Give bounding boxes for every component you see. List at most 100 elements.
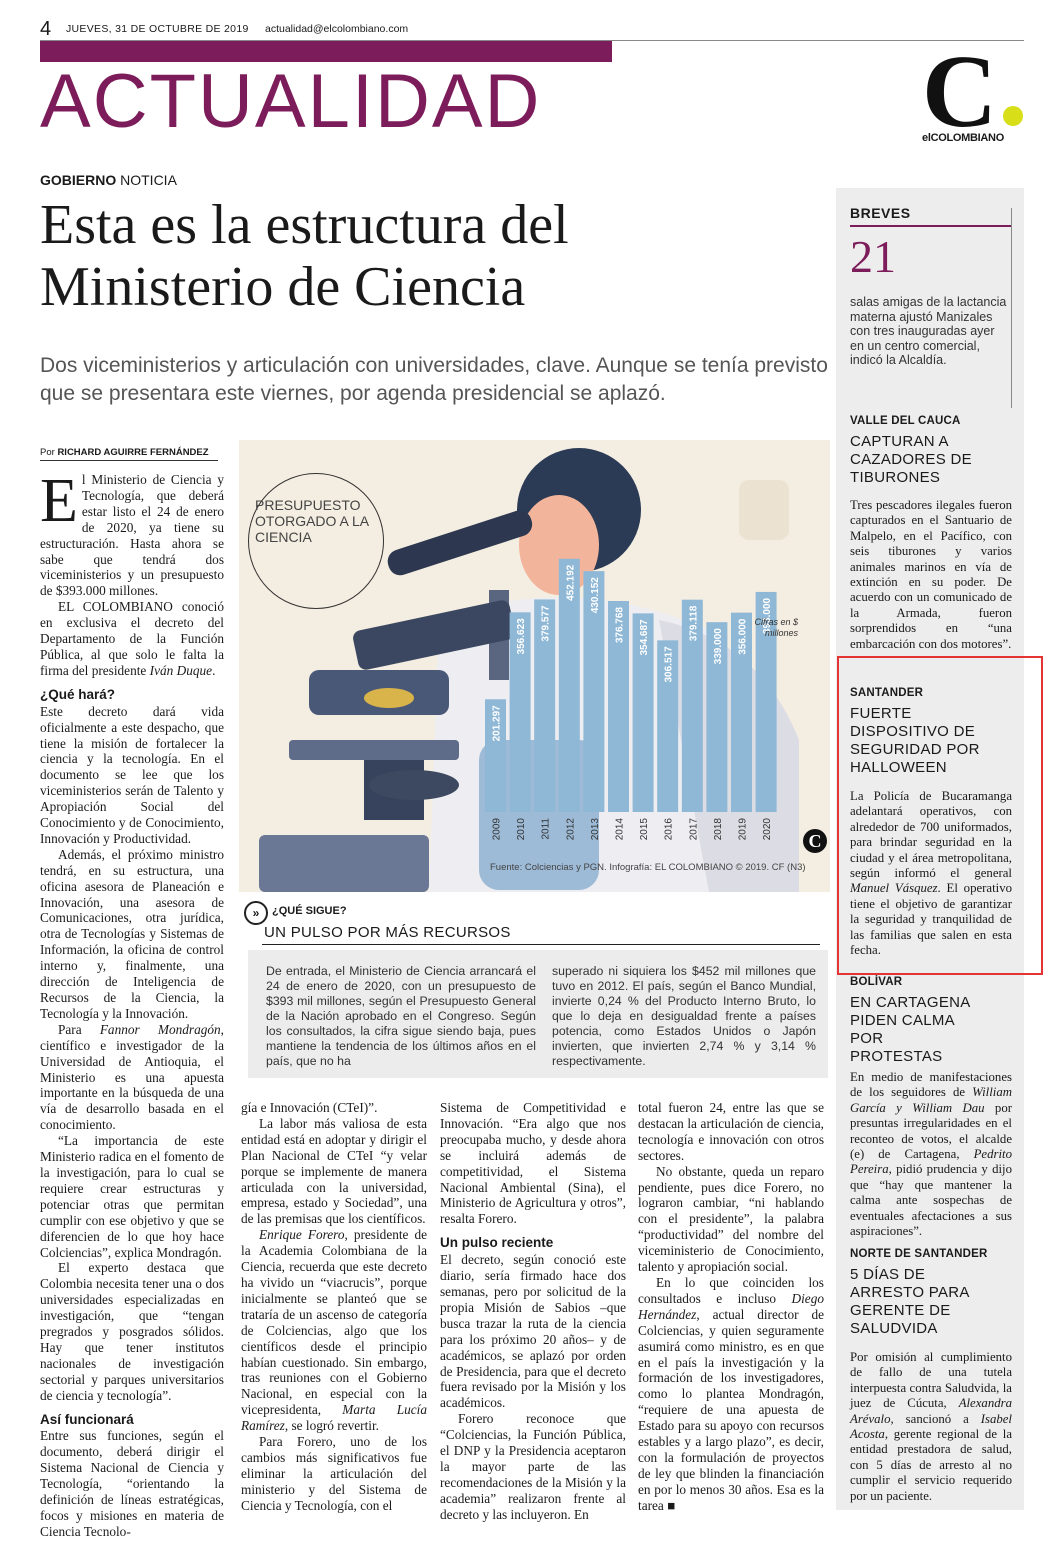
- text-run: , sancionó a: [890, 1411, 981, 1426]
- headline-line-1: Esta es la estructura del: [40, 194, 569, 256]
- text-run: , pidió prudencia y dijo que “hay que ma…: [850, 1162, 1012, 1239]
- paragraph: Además, el próximo ministro tendrá, en s…: [40, 846, 224, 1021]
- bar-2020: [755, 591, 777, 812]
- bar-2013: [583, 571, 605, 812]
- brief-santander: SANTANDER FUERTE DISPOSITIVO DE SEGURIDA…: [850, 687, 1012, 958]
- text-run: .: [212, 662, 216, 678]
- breves-number-text: salas amigas de la lactancia materna aju…: [850, 295, 1007, 367]
- que-sigue-column-2: superado ni siquiera los $452 mil millon…: [552, 964, 816, 1068]
- paragraph: El decreto, según conoció este diario, s…: [440, 1252, 626, 1411]
- person-name: William García y William Dau: [850, 1085, 1012, 1115]
- article-column-4: total fueron 24, entre las que se destac…: [638, 1100, 824, 1514]
- header-email[interactable]: actualidad@elcolombiano.com: [265, 23, 409, 35]
- brief-norte-de-santander: NORTE DE SANTANDER 5 DÍAS DE ARRESTO PAR…: [850, 1248, 1012, 1504]
- text-run: En lo que coinciden los consultados e in…: [638, 1274, 824, 1306]
- que-sigue-column-1: De entrada, el Ministerio de Ciencia arr…: [266, 964, 536, 1068]
- paragraph: Forero reconoce que “Colciencias, la Fun…: [440, 1411, 626, 1522]
- value-label-2012: 452.192: [565, 564, 576, 601]
- person-name: Isabel Acosta: [850, 1411, 1012, 1442]
- person-name: Enrique Forero: [259, 1227, 345, 1243]
- paragraph: Entre sus funciones, según el documento,…: [40, 1428, 224, 1539]
- text-run: , gerente regional de la entidad prestad…: [850, 1427, 1012, 1503]
- text-run: . El operativo tiene el objetivo de gara…: [850, 881, 1012, 958]
- brief-bolivar: BOLÍVAR EN CARTAGENA PIDEN CALMA POR PRO…: [850, 976, 1012, 1239]
- text-run: por presuntas irregularidades en el reco…: [850, 1100, 1012, 1162]
- value-label-2019: 356.000: [738, 618, 749, 655]
- person-name: Manuel Vásquez: [850, 881, 938, 896]
- paragraph: l Ministerio de Ciencia y Tecnología, qu…: [40, 472, 224, 599]
- paragraph: No obstante, queda un reparo pendiente, …: [638, 1163, 824, 1275]
- year-label-2010: 2010: [516, 818, 527, 841]
- header-rule: [40, 40, 1024, 41]
- logo-badge-icon: C: [803, 829, 827, 853]
- budget-chart: 201.297 356.623 379.577 452.192 430.152 376.7…: [259, 448, 799, 892]
- year-label-2014: 2014: [615, 818, 626, 841]
- value-label-2010: 356.623: [516, 618, 527, 655]
- text-run: , presidente de la Academia Colombiana d…: [241, 1227, 427, 1418]
- article-column-2: gía e Innovación (CTeI)”. La labor más v…: [241, 1100, 427, 1514]
- article-column-1: E l Ministerio de Ciencia y Tecnología, …: [40, 467, 224, 1540]
- section-color-bar: [40, 41, 612, 62]
- value-label-2017: 379.118: [688, 605, 699, 641]
- bar-2016: [657, 640, 679, 812]
- person-name: Alexandra Arévalo: [850, 1396, 1012, 1426]
- year-label-2020: 2020: [762, 818, 773, 841]
- text-run: , se logró revertir.: [284, 1418, 379, 1434]
- byline-rule: [40, 460, 218, 461]
- page-number: 4: [40, 18, 52, 40]
- person-name: Pedrito Pereira: [850, 1147, 1012, 1177]
- bar-2017: [681, 599, 703, 812]
- paragraph: Para Forero, uno de los cambios más sign…: [241, 1434, 427, 1513]
- brief-body: En medio de manifestaciones de los segui…: [850, 1070, 1012, 1239]
- bar-2014: [608, 601, 629, 812]
- que-sigue-kicker: ¿QUÉ SIGUE?: [272, 905, 347, 917]
- infographic-title: PRESUPUESTO OTORGADO A LA CIENCIA: [255, 497, 369, 545]
- text-run: En medio de manifestaciones de los segui…: [850, 1070, 1012, 1100]
- year-label-2019: 2019: [738, 818, 749, 841]
- drop-cap: E: [40, 467, 78, 535]
- bar-2011: [534, 599, 556, 812]
- brief-title: 5 DÍAS DE ARRESTO PARA GERENTE DE SALUDV…: [850, 1266, 969, 1337]
- paragraph: La labor más valiosa de esta entidad est…: [241, 1115, 427, 1227]
- brief-title: FUERTE DISPOSITIVO DE SEGURIDAD POR HALL…: [850, 705, 980, 776]
- value-label-2020: 393.000: [762, 597, 773, 634]
- subhead-que-hara: ¿Qué hará?: [40, 686, 116, 702]
- breves-sidebar: [836, 188, 1024, 1510]
- paragraph: EL COLOMBIANO conoció en exclusiva el de…: [40, 599, 224, 679]
- person-name: Iván Duque: [149, 662, 213, 678]
- value-label-2013: 430.152: [590, 577, 601, 614]
- person-name: Diego Hernández: [638, 1290, 824, 1322]
- text-run: Para: [58, 1021, 100, 1037]
- year-label-2017: 2017: [688, 818, 699, 841]
- year-label-2015: 2015: [639, 818, 650, 841]
- chart-units-label: Cifras en $ millones: [754, 617, 798, 638]
- text-run: , actual director de Colciencias, y quie…: [638, 1306, 824, 1513]
- year-label-2009: 2009: [492, 818, 503, 841]
- year-label-2011: 2011: [541, 818, 552, 840]
- logo-letter: C: [922, 34, 998, 149]
- chart-value-labels: 201.297 356.623 379.577 452.192 430.152 376.7…: [492, 564, 774, 741]
- highlight-box: [837, 656, 1043, 975]
- brief-title: EN CARTAGENA PIDEN CALMA POR PROTESTAS: [850, 994, 970, 1065]
- brief-kicker: NORTE DE SANTANDER: [850, 1248, 988, 1260]
- que-sigue-box: [248, 950, 828, 1078]
- paragraph: Este decreto dará vida oficialmente a es…: [40, 703, 224, 846]
- paragraph: Sistema de Competitividad e Innovación. …: [440, 1100, 626, 1227]
- bar-2009: [485, 699, 506, 812]
- logo-dot: [1003, 106, 1023, 126]
- value-label-2018: 339.000: [713, 628, 724, 665]
- headline: Esta es la estructura del Ministerio de …: [40, 194, 820, 318]
- section-label-rest: NOTICIA: [116, 172, 177, 188]
- brief-title: CAPTURAN A CAZADORES DE TIBURONES: [850, 433, 972, 486]
- chart-year-labels: 2009 2010 2011 2012 2013 2014 2015 2016 2017 2018…: [492, 818, 774, 841]
- infographic-source: Fuente: Colciencias y PGN. Infografía: E…: [490, 862, 806, 873]
- breves-vertical-rule: [1011, 208, 1012, 408]
- brief-body: Tres pescadores ilegales fueron capturad…: [850, 498, 1012, 651]
- paragraph: En lo que coinciden los consultados e in…: [638, 1275, 824, 1514]
- year-label-2016: 2016: [664, 818, 675, 841]
- que-sigue-rule: [262, 944, 820, 945]
- person-name: Marta Lucía Ramírez: [241, 1402, 428, 1434]
- text-run: Por omisión al cumplimiento de fallo de …: [850, 1350, 1012, 1411]
- infographic: 201.297 356.623 379.577 452.192 430.152 376.7…: [239, 440, 830, 892]
- paragraph: Enrique Forero, presidente de la Academi…: [241, 1227, 427, 1434]
